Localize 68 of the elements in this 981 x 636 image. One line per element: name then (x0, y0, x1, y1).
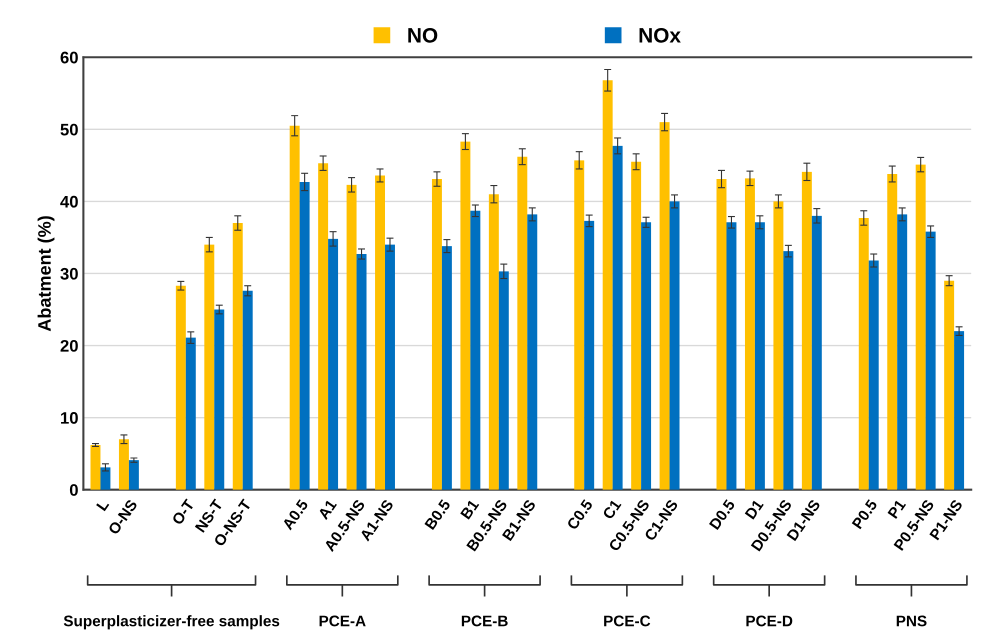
bar (300, 182, 310, 490)
text: Superplasticizer-free samples (64, 615, 280, 630)
x-tick-label: L (96, 498, 110, 512)
bar (356, 254, 367, 490)
bar (527, 214, 538, 490)
text: PCE-B (462, 616, 508, 626)
bar (442, 246, 452, 490)
bar (726, 222, 736, 490)
bar (90, 445, 100, 490)
bar (488, 194, 499, 490)
y-tick-label: 10 (61, 412, 78, 424)
bar (385, 244, 395, 490)
bar (346, 184, 357, 490)
bar (887, 174, 898, 490)
y-tick-label: 30 (60, 268, 78, 280)
bar (460, 142, 470, 490)
y-tick-label: 60 (60, 52, 78, 64)
legend-label: NOx (640, 28, 681, 43)
y-tick-label: 40 (60, 196, 78, 208)
bar (574, 160, 584, 490)
text: PCE-C (604, 616, 650, 626)
bar (612, 146, 623, 490)
bar (802, 172, 812, 490)
bar (858, 218, 869, 490)
bar (128, 460, 139, 490)
bar (176, 286, 186, 490)
bar (631, 162, 642, 490)
bar (926, 232, 936, 490)
bar (517, 156, 528, 490)
bar (812, 216, 822, 490)
bar (290, 126, 300, 490)
bar (186, 338, 196, 490)
text: PCE-D (746, 616, 792, 626)
y-axis-title: Abatment (%) (38, 216, 54, 332)
bar (118, 439, 129, 490)
bar (670, 201, 680, 490)
bar (328, 238, 338, 490)
bar (660, 122, 670, 490)
bar (897, 214, 908, 490)
text: PCE-A (320, 616, 366, 626)
text: PNS (896, 616, 927, 626)
bar (754, 222, 765, 490)
x-tick-label: O-T (171, 498, 195, 526)
bar (375, 175, 386, 490)
bar (432, 179, 442, 490)
bar (783, 251, 794, 490)
bar (318, 163, 328, 490)
y-tick-label: 0 (70, 484, 78, 496)
bar (773, 201, 784, 490)
bar (498, 271, 509, 490)
bar (232, 223, 243, 490)
bar (868, 260, 879, 490)
bar (954, 331, 964, 490)
bar (641, 222, 652, 490)
bar (242, 290, 253, 490)
legend-label: NO (408, 28, 438, 43)
y-tick-label: 50 (60, 124, 78, 136)
bar (716, 179, 726, 490)
bar (744, 178, 755, 490)
bar (916, 164, 926, 490)
bar (100, 467, 110, 490)
bar (214, 310, 224, 490)
bar (944, 280, 954, 490)
y-tick-label: 20 (60, 340, 78, 352)
bar (204, 244, 214, 490)
bar (470, 210, 480, 490)
bar (602, 80, 613, 490)
bar (584, 220, 594, 490)
